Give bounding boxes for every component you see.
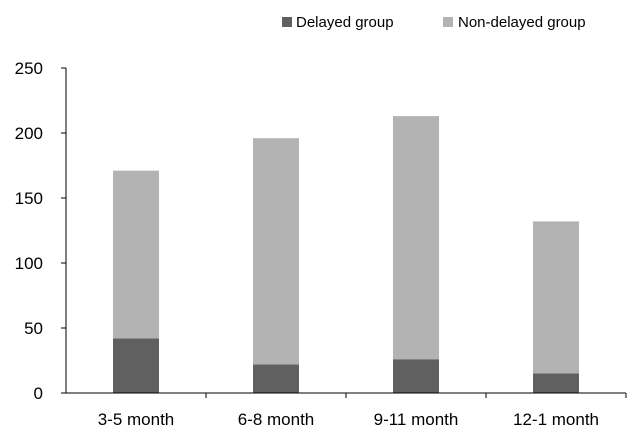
bar-delayed bbox=[113, 338, 159, 393]
bar-delayed bbox=[533, 373, 579, 393]
legend-swatch-non-delayed bbox=[443, 17, 453, 27]
x-tick-label: 12-1 month bbox=[513, 410, 599, 429]
legend: Delayed group Non-delayed group bbox=[282, 14, 586, 31]
y-tick-label: 250 bbox=[15, 59, 43, 78]
bar-delayed bbox=[253, 364, 299, 393]
x-tick-label: 6-8 month bbox=[238, 410, 315, 429]
bars bbox=[113, 116, 579, 393]
y-tick-label: 0 bbox=[34, 384, 43, 403]
bar-delayed bbox=[393, 359, 439, 393]
legend-swatch-delayed bbox=[282, 17, 292, 27]
y-tick-label: 200 bbox=[15, 124, 43, 143]
axes bbox=[65, 68, 626, 394]
bar-non-delayed bbox=[393, 116, 439, 360]
y-tick-label: 150 bbox=[15, 189, 43, 208]
y-tick-label: 100 bbox=[15, 254, 43, 273]
bar-non-delayed bbox=[253, 138, 299, 365]
y-tick-label: 50 bbox=[24, 319, 43, 338]
bar-non-delayed bbox=[113, 170, 159, 339]
legend-label-non-delayed: Non-delayed group bbox=[458, 14, 586, 31]
x-tick-label: 3-5 month bbox=[98, 410, 175, 429]
x-tick-label: 9-11 month bbox=[374, 410, 459, 429]
y-axis-ticks: 0 50 100 150 200 250 bbox=[15, 59, 66, 403]
bar-non-delayed bbox=[533, 221, 579, 374]
legend-label-delayed: Delayed group bbox=[296, 14, 394, 31]
x-axis-labels: 3-5 month 6-8 month 9-11 month 12-1 month bbox=[98, 393, 627, 429]
